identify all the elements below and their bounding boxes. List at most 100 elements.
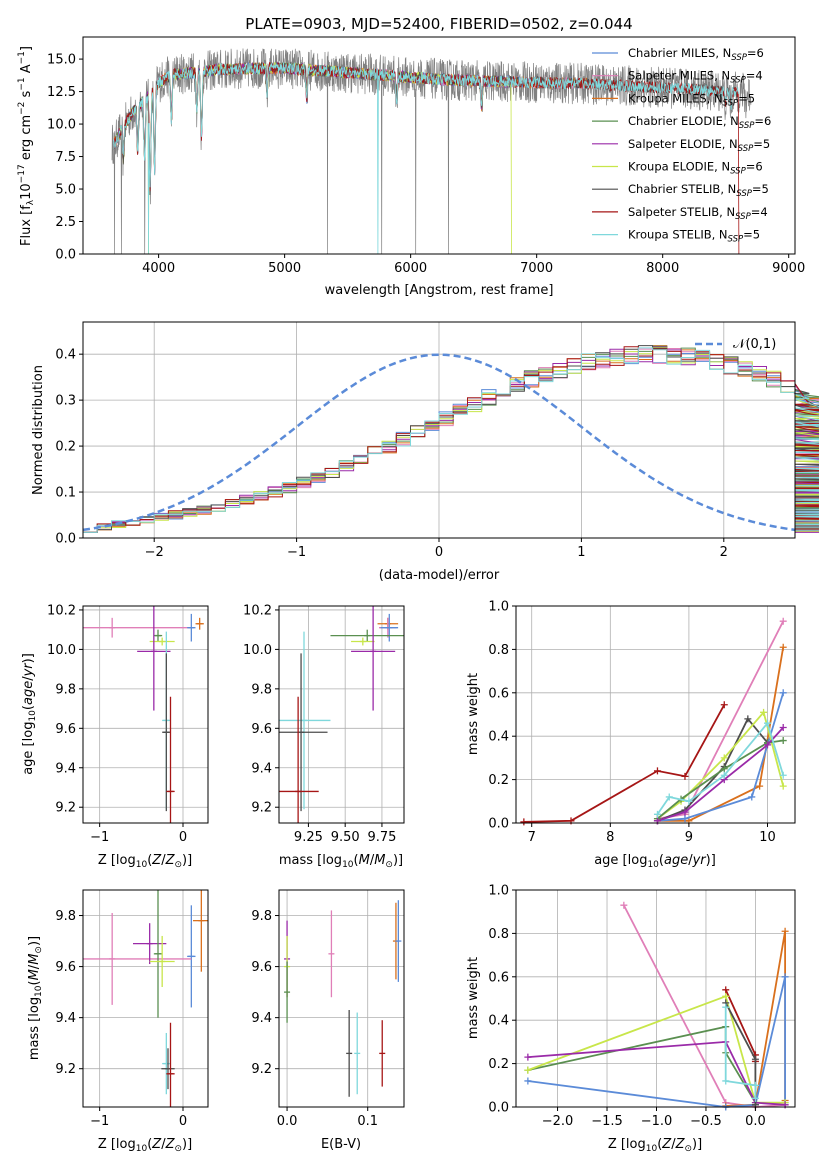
- plus-marker: [751, 1055, 759, 1063]
- y-tick-label: 9.8: [251, 682, 272, 697]
- weight-age-panel: 7 8 9 10 0.0 0.2 0.4 0.6 0.8 1.0 age [log10(age/y…: [466, 600, 796, 870]
- y-tick-label: 0.0: [55, 532, 76, 547]
- errorbar-point: [153, 629, 163, 642]
- plus-marker: [720, 771, 728, 779]
- histogram-salpeter-miles: [83, 348, 819, 533]
- weight-line-salpeter-elodie: [527, 1040, 786, 1106]
- errorbar-point: [162, 653, 171, 812]
- histogram-kroupa-elodie: [83, 347, 819, 533]
- x-tick-label: 0.0: [277, 1114, 298, 1129]
- y-tick-label: 9.8: [251, 909, 272, 924]
- x-tick-label: −0.5: [690, 1114, 722, 1129]
- y-tick-label: 9.2: [55, 801, 76, 816]
- weight-age-frame: [515, 605, 796, 824]
- errorbar-point: [166, 696, 175, 823]
- histogram-salpeter-elodie: [83, 346, 819, 533]
- plus-marker: [722, 1077, 730, 1085]
- errorbar-point: [279, 696, 319, 823]
- plus-marker: [779, 617, 787, 625]
- plus-marker: [779, 782, 787, 790]
- y-tick-label: 10.0: [47, 118, 76, 133]
- y-tick-label: 0.3: [55, 394, 76, 409]
- x-tick-label: 0.1: [357, 1114, 378, 1129]
- y-tick-label: 9.8: [55, 682, 76, 697]
- y-tick-label: 0.8: [488, 643, 509, 658]
- plus-marker: [760, 708, 768, 716]
- plus-marker: [524, 1077, 532, 1085]
- legend-label: Kroupa STELIB, NSSP=5: [628, 228, 760, 245]
- y-tick-label: 9.4: [251, 761, 272, 776]
- legend-label: Kroupa ELODIE, NSSP=6: [628, 160, 763, 177]
- errorbar-point: [195, 617, 204, 630]
- y-tick-label: 9.4: [55, 761, 76, 776]
- plus-marker: [524, 1053, 532, 1061]
- errorbar-point: [187, 613, 196, 642]
- y-tick-label: 9.4: [55, 1011, 76, 1026]
- y-tick-label: 0.2: [488, 773, 509, 788]
- weight-age-xlabel: age [log10(age/yr)]: [594, 853, 716, 870]
- legend-label: Chabrier MILES, NSSP=6: [628, 46, 764, 63]
- x-tick-label: 5000: [268, 261, 301, 276]
- legend-label: Chabrier ELODIE, NSSP=6: [628, 114, 771, 131]
- x-tick-label: 4000: [142, 261, 175, 276]
- mass-z-panel: −1 0 9.2 9.4 9.6 9.8 Z [log10(Z/Z⊙)] mass [lo…: [27, 889, 209, 1154]
- spectrum-ylabel: Flux [fλ10−17 erg cm−2 s−1 A−1]: [17, 46, 36, 246]
- y-tick-label: 15.0: [47, 53, 76, 68]
- plus-marker: [763, 741, 771, 749]
- histogram-kroupa-miles: [83, 345, 819, 533]
- plus-marker: [720, 765, 728, 773]
- x-tick-label: 0: [179, 830, 187, 845]
- y-tick-label: 0.1: [55, 486, 76, 501]
- plus-marker: [653, 767, 661, 775]
- y-tick-label: 7.5: [55, 150, 76, 165]
- x-tick-label: 9: [685, 830, 693, 845]
- errorbar-point: [395, 900, 402, 982]
- plus-marker: [779, 737, 787, 745]
- residual-legend: 𝒩(0,1): [695, 337, 776, 352]
- histogram-salpeter-stelib: [83, 346, 819, 533]
- plus-marker: [756, 782, 764, 790]
- weight-z-frame: [515, 889, 796, 1108]
- y-tick-label: 10.2: [243, 603, 272, 618]
- weight-z-xlabel: Z [log10(Z/Z⊙)]: [608, 1137, 702, 1154]
- x-tick-label: −2.0: [542, 1114, 574, 1129]
- weight-line-kroupa-elodie: [527, 995, 786, 1104]
- y-tick-label: 9.8: [55, 909, 76, 924]
- weight-z-ylabel: mass weight: [466, 957, 481, 1039]
- errorbar-point: [137, 606, 171, 711]
- mass-z-xlabel: Z [log10(Z/Z⊙)]: [98, 1137, 192, 1154]
- y-tick-label: 1.0: [488, 600, 509, 615]
- x-tick-label: 7000: [520, 261, 553, 276]
- weight-age-ylabel: mass weight: [466, 673, 481, 755]
- errorbar-point: [83, 912, 192, 1005]
- mass-ebv-panel: 0.0 0.1 9.2 9.4 9.6 9.8 E(B-V): [251, 889, 405, 1152]
- errorbar-point: [328, 910, 335, 998]
- histogram-chabrier-stelib: [83, 345, 819, 533]
- y-tick-label: 9.6: [251, 722, 272, 737]
- y-tick-label: 10.0: [47, 643, 76, 658]
- weight-line-kroupa-miles: [657, 647, 785, 822]
- legend-label: Salpeter ELODIE, NSSP=5: [628, 137, 770, 154]
- residual-panel: −2 −1 0 1 2 0.0 0.1 0.2 0.3 0.4 (data-model)/erro…: [31, 321, 819, 583]
- x-tick-label: 1: [577, 545, 585, 560]
- weight-line-chabrier-elodie: [527, 1025, 757, 1104]
- y-tick-label: 5.0: [55, 183, 76, 198]
- plus-marker: [653, 810, 661, 818]
- y-tick-label: 10.2: [47, 603, 76, 618]
- errorbar-point: [83, 617, 192, 638]
- y-tick-label: 9.6: [55, 722, 76, 737]
- y-tick-label: 0.4: [55, 348, 76, 363]
- plus-marker: [763, 719, 771, 727]
- errorbar-point: [166, 1022, 175, 1107]
- x-tick-label: 0: [179, 1114, 187, 1129]
- y-tick-label: 9.2: [251, 1062, 272, 1077]
- histogram-kroupa-stelib: [83, 347, 819, 533]
- y-tick-label: 0.4: [488, 730, 509, 745]
- y-tick-label: 0.8: [488, 927, 509, 942]
- errorbar-point: [284, 961, 291, 1023]
- y-tick-label: 9.4: [251, 1011, 272, 1026]
- histogram-chabrier-miles: [83, 353, 819, 533]
- y-tick-label: 0.2: [55, 440, 76, 455]
- spectrum-legend: Chabrier MILES, NSSP=6 Salpeter MILES, NS…: [592, 46, 771, 245]
